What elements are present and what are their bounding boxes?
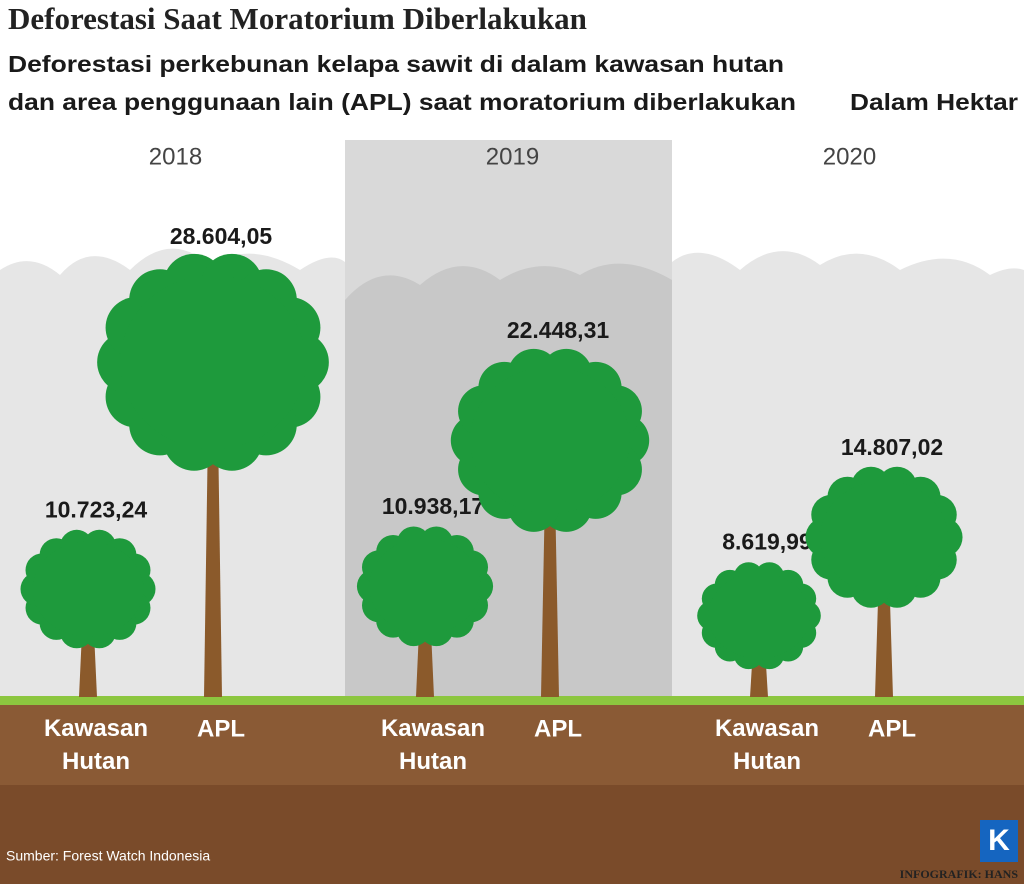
value-label: 28.604,05 xyxy=(170,223,273,249)
value-label: 22.448,31 xyxy=(507,317,610,343)
category-line: Kawasan xyxy=(381,715,485,742)
category-label: APL xyxy=(534,715,582,742)
tree xyxy=(20,529,156,697)
value-label: 14.807,02 xyxy=(841,434,943,460)
crown xyxy=(369,538,481,635)
category-label: APL xyxy=(197,715,245,742)
category-line: Hutan xyxy=(733,748,801,775)
year-label: 2019 xyxy=(486,143,539,170)
category-line: Kawasan xyxy=(715,715,819,742)
category-label: Kawasan Hutan xyxy=(715,715,819,775)
crown xyxy=(120,275,306,450)
unit-label: Dalam Hektar xyxy=(850,89,1018,115)
tree xyxy=(697,562,821,697)
logo-box xyxy=(980,820,1018,862)
category-label: Kawasan Hutan xyxy=(381,715,485,775)
category-label: Kawasan Hutan xyxy=(44,715,148,775)
soil xyxy=(0,705,1024,785)
category-line: Kawasan xyxy=(44,715,148,742)
category-line: Hutan xyxy=(399,748,467,775)
credit: INFOGRAFIK: HANS xyxy=(900,867,1019,881)
category-label: APL xyxy=(868,715,916,742)
soil-deep xyxy=(0,785,1024,884)
grass xyxy=(0,696,1024,705)
tree xyxy=(97,253,329,697)
tree xyxy=(356,526,494,697)
value-label: 8.619,99 xyxy=(722,528,812,554)
year-label: 2018 xyxy=(149,143,202,170)
source: Sumber: Forest Watch Indonesia xyxy=(6,848,210,864)
value-label: 10.938,17 xyxy=(382,493,484,519)
category-line: Hutan xyxy=(62,748,130,775)
tree xyxy=(805,466,963,697)
year-label: 2020 xyxy=(823,143,876,170)
logo: K xyxy=(988,824,1010,857)
crown xyxy=(820,480,948,594)
subtitle: Deforestasi perkebunan kelapa sawit di d… xyxy=(8,51,784,77)
value-label: 10.723,24 xyxy=(45,496,148,522)
crown xyxy=(470,366,630,514)
tree xyxy=(450,348,650,697)
crown xyxy=(32,541,144,637)
crown xyxy=(708,572,810,659)
chart-title: Deforestasi Saat Moratorium Diberlakukan xyxy=(8,1,587,36)
subtitle: dan area penggunaan lain (APL) saat mora… xyxy=(8,89,796,115)
